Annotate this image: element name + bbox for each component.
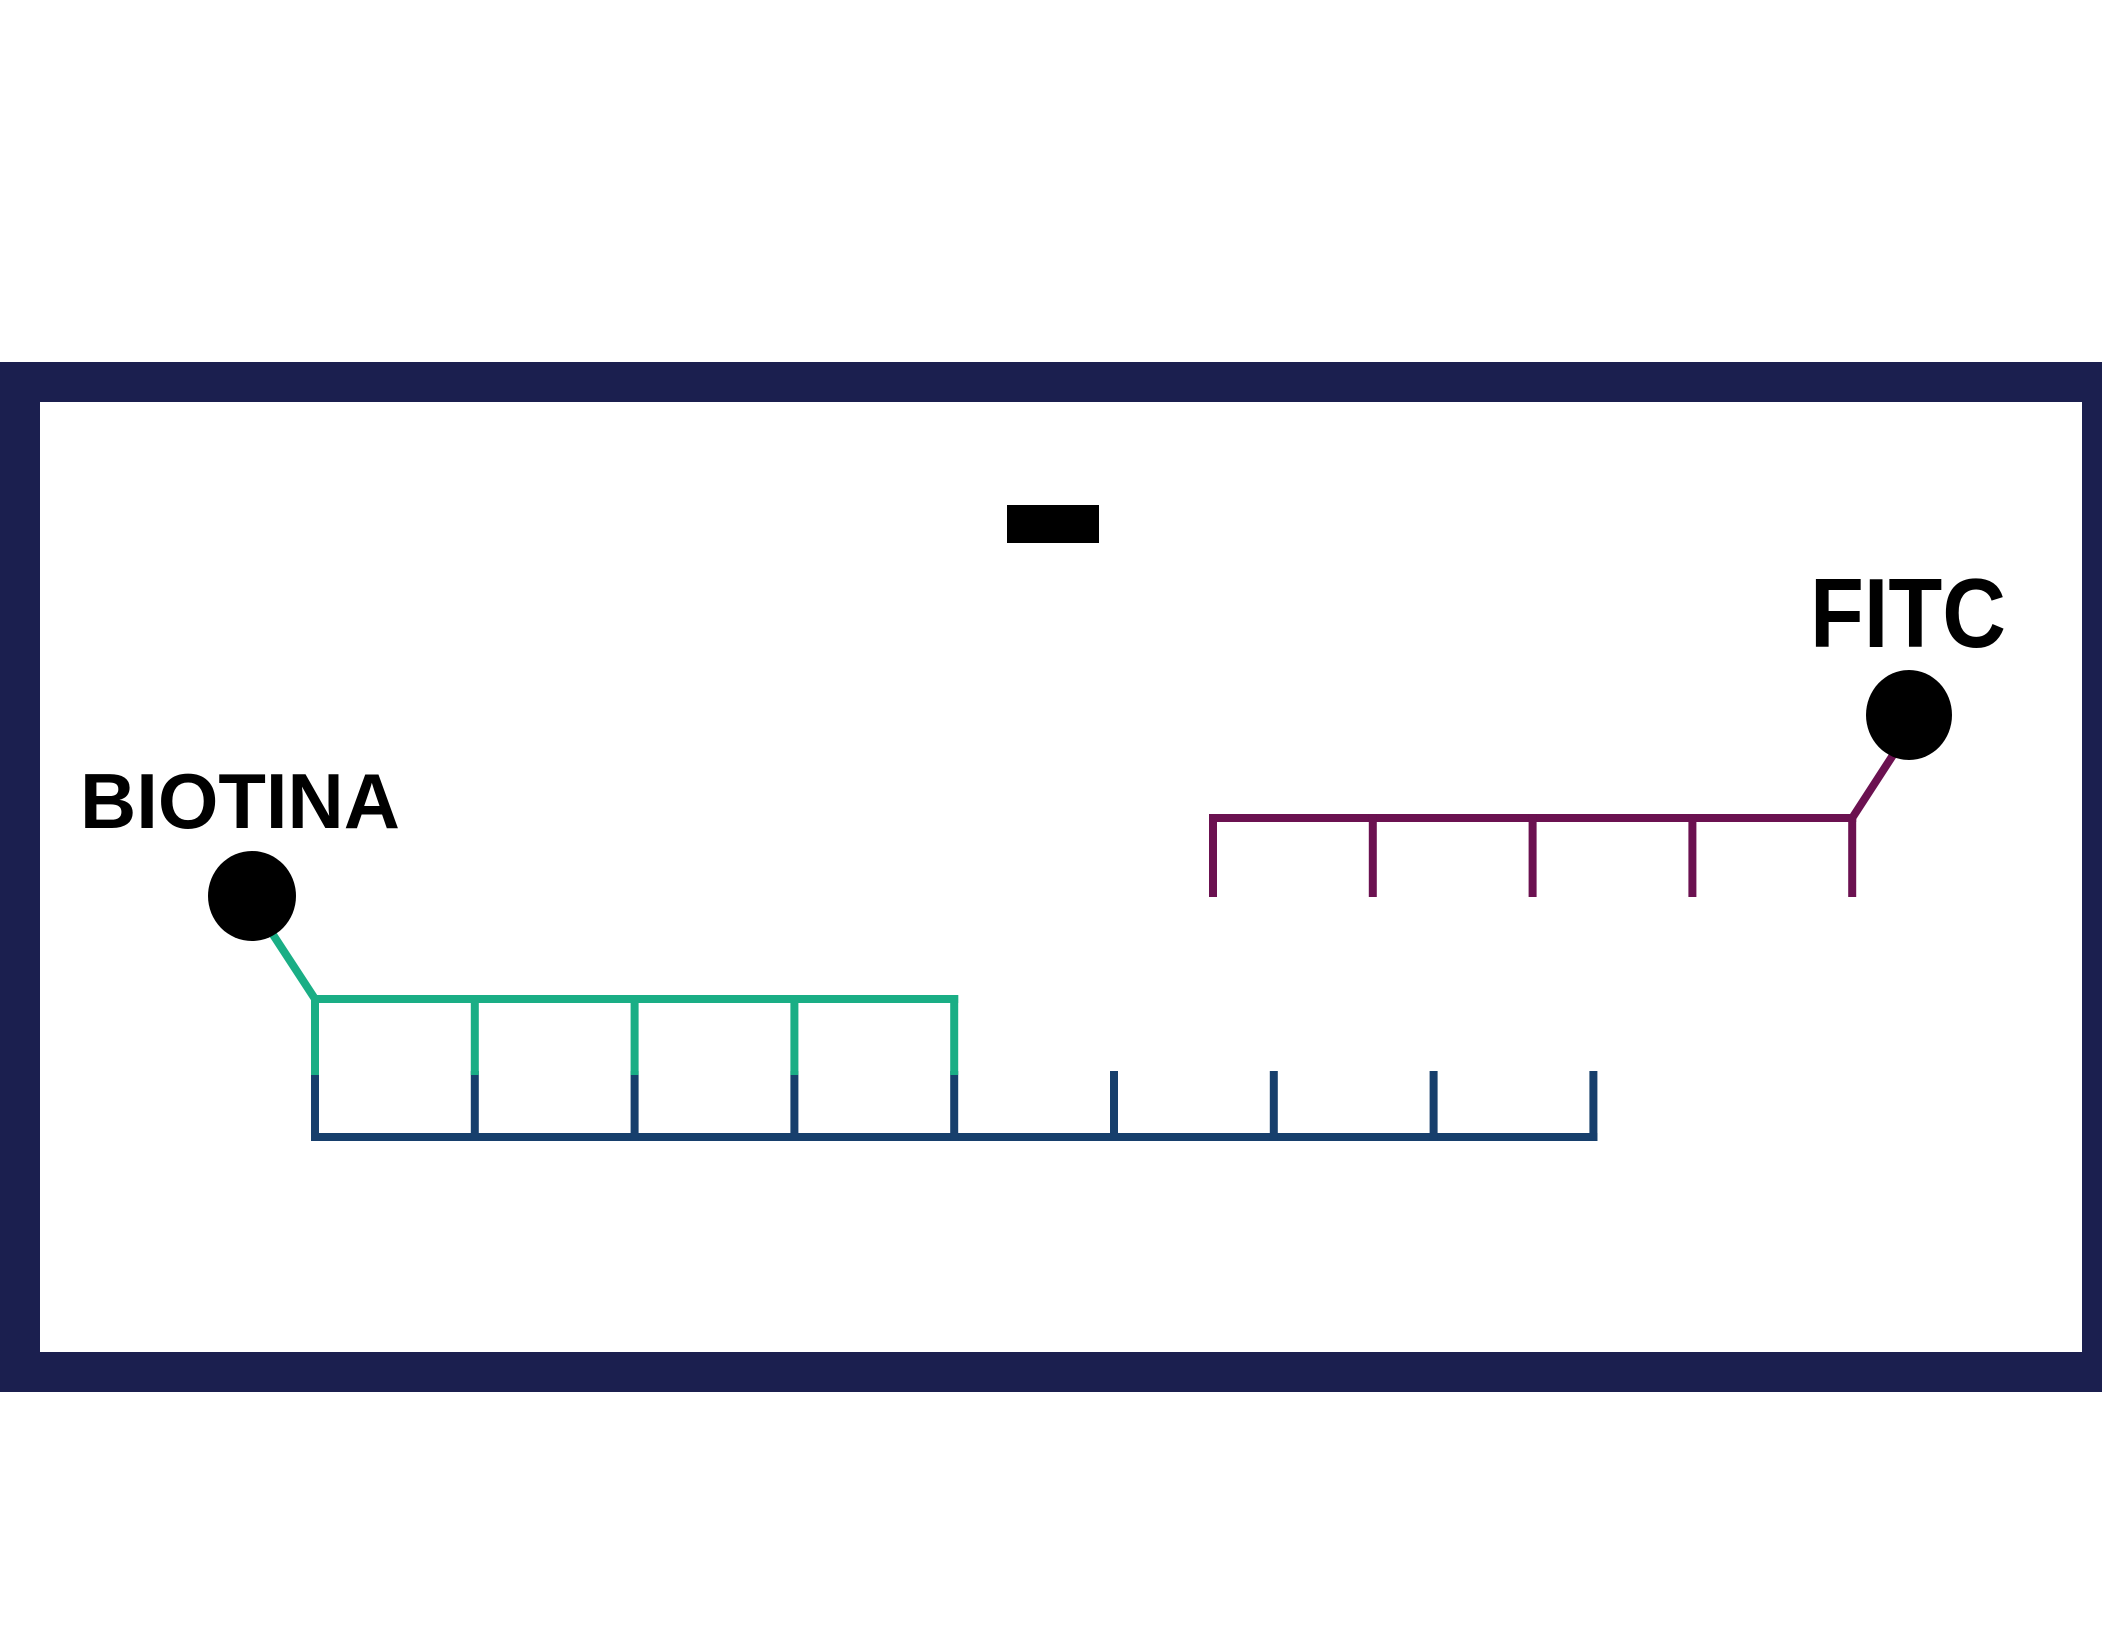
biotin-linker xyxy=(264,924,321,1005)
frame xyxy=(0,362,2102,1392)
fitc-label: FITC xyxy=(1810,558,2006,668)
fitc-dot xyxy=(1866,670,1952,760)
fitc-strand xyxy=(1209,746,1901,897)
minus-sign xyxy=(1007,505,1099,543)
template-strand xyxy=(311,1071,1598,1141)
biotin-strand xyxy=(264,924,959,1075)
biotin-label: BIOTINA xyxy=(80,757,400,845)
biotin-dot xyxy=(208,851,296,941)
fitc-linker xyxy=(1846,746,1901,824)
